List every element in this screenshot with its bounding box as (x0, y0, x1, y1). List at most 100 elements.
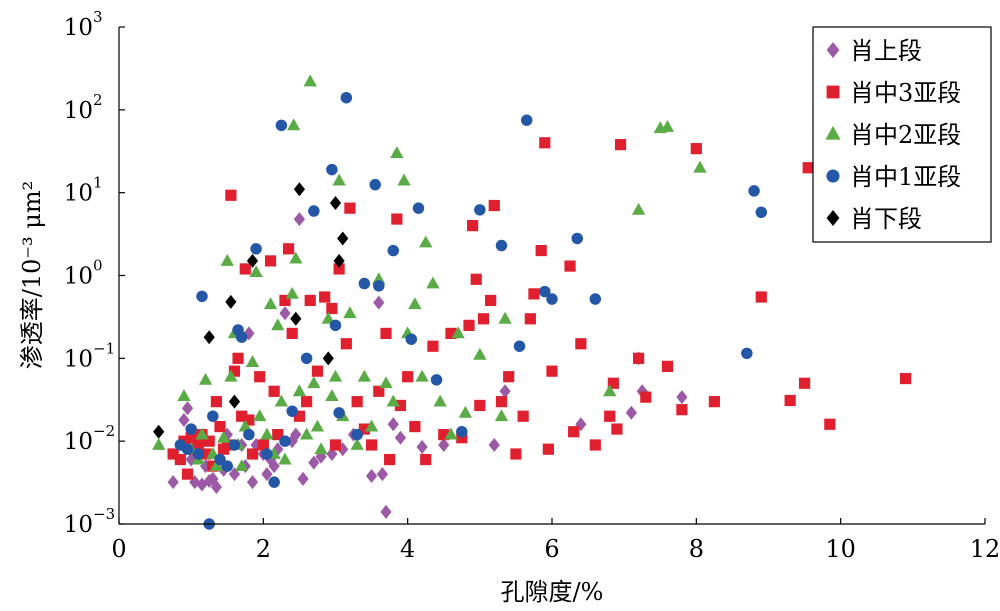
data-point (268, 459, 280, 474)
data-point (261, 467, 273, 482)
data-point (676, 390, 688, 405)
data-point (415, 369, 429, 382)
data-point (571, 232, 583, 245)
data-point (660, 120, 675, 132)
data-point (214, 420, 226, 433)
x-tick-label: 12 (970, 535, 1000, 563)
data-point (384, 453, 396, 466)
data-point (203, 330, 215, 345)
data-point (445, 327, 457, 339)
y-tick-exponent: −3 (93, 505, 115, 523)
data-point (246, 448, 259, 460)
data-point (784, 394, 796, 407)
data-point (322, 351, 334, 366)
data-point (274, 394, 289, 407)
data-point (394, 399, 407, 412)
y-axis-label: 渗透率/10⁻³ μm² (18, 181, 46, 370)
legend-marker (826, 85, 840, 99)
data-point (300, 352, 313, 365)
data-point (307, 376, 321, 389)
data-point (181, 468, 194, 480)
data-point (748, 185, 760, 197)
data-point (488, 199, 500, 212)
data-point (575, 338, 587, 350)
data-point (185, 432, 197, 444)
data-point (427, 340, 439, 352)
data-point (419, 235, 433, 248)
data-point (498, 311, 512, 324)
y-tick-base: 10 (64, 264, 93, 290)
data-point (379, 376, 393, 389)
data-point (293, 410, 306, 422)
data-point (268, 385, 280, 397)
data-point (386, 394, 400, 407)
y-tick-exponent: 2 (93, 91, 103, 109)
data-point (228, 394, 241, 409)
data-point (250, 243, 262, 255)
data-point (167, 475, 179, 490)
data-point (337, 231, 349, 246)
data-point (542, 443, 554, 455)
data-point (304, 294, 316, 307)
data-point (358, 277, 371, 290)
x-tick-label: 0 (111, 535, 126, 563)
data-point (221, 460, 233, 472)
data-point (463, 319, 475, 331)
data-point (376, 467, 389, 482)
data-point (326, 302, 338, 315)
data-point (373, 280, 385, 292)
data-point (290, 427, 302, 442)
data-point (636, 384, 648, 399)
series-3 (152, 74, 707, 472)
data-point (198, 372, 213, 385)
legend-marker (826, 42, 840, 58)
data-point (503, 371, 515, 383)
data-point (473, 347, 487, 360)
data-point (310, 419, 325, 432)
data-point (373, 385, 385, 397)
data-point (275, 119, 288, 132)
data-point (568, 426, 580, 438)
data-point (517, 410, 529, 422)
series-4 (174, 91, 768, 530)
data-point (513, 340, 526, 352)
data-point (693, 160, 707, 173)
data-point (467, 220, 479, 232)
data-point (329, 319, 342, 332)
data-point (292, 384, 307, 397)
data-point (328, 369, 343, 382)
data-point (373, 295, 385, 310)
y-tick-label: 10 (64, 15, 93, 41)
data-point (380, 504, 392, 519)
data-point (333, 407, 345, 419)
data-point (614, 139, 627, 151)
data-point (402, 371, 414, 383)
data-point (249, 265, 263, 277)
data-point (221, 439, 233, 451)
data-point (661, 360, 674, 372)
data-point (225, 189, 237, 201)
data-point (604, 410, 616, 422)
legend-marker (826, 169, 840, 183)
data-point (350, 437, 364, 450)
data-point (343, 306, 357, 319)
data-point (333, 263, 345, 275)
data-point (278, 452, 292, 465)
y-tick-label: 10 (64, 346, 93, 372)
data-point (798, 377, 811, 389)
data-point (181, 401, 194, 416)
data-point (243, 414, 255, 426)
series-2 (167, 137, 912, 480)
data-point (521, 114, 533, 126)
data-point (824, 418, 836, 430)
data-point (387, 244, 399, 257)
data-point (485, 294, 497, 307)
data-point (474, 204, 486, 216)
data-point (340, 338, 352, 350)
y-tick-base: 10 (64, 181, 93, 207)
x-tick-label: 10 (825, 535, 856, 563)
data-point (539, 137, 551, 149)
data-point (329, 196, 342, 211)
data-point (293, 182, 306, 197)
data-point (207, 410, 219, 422)
